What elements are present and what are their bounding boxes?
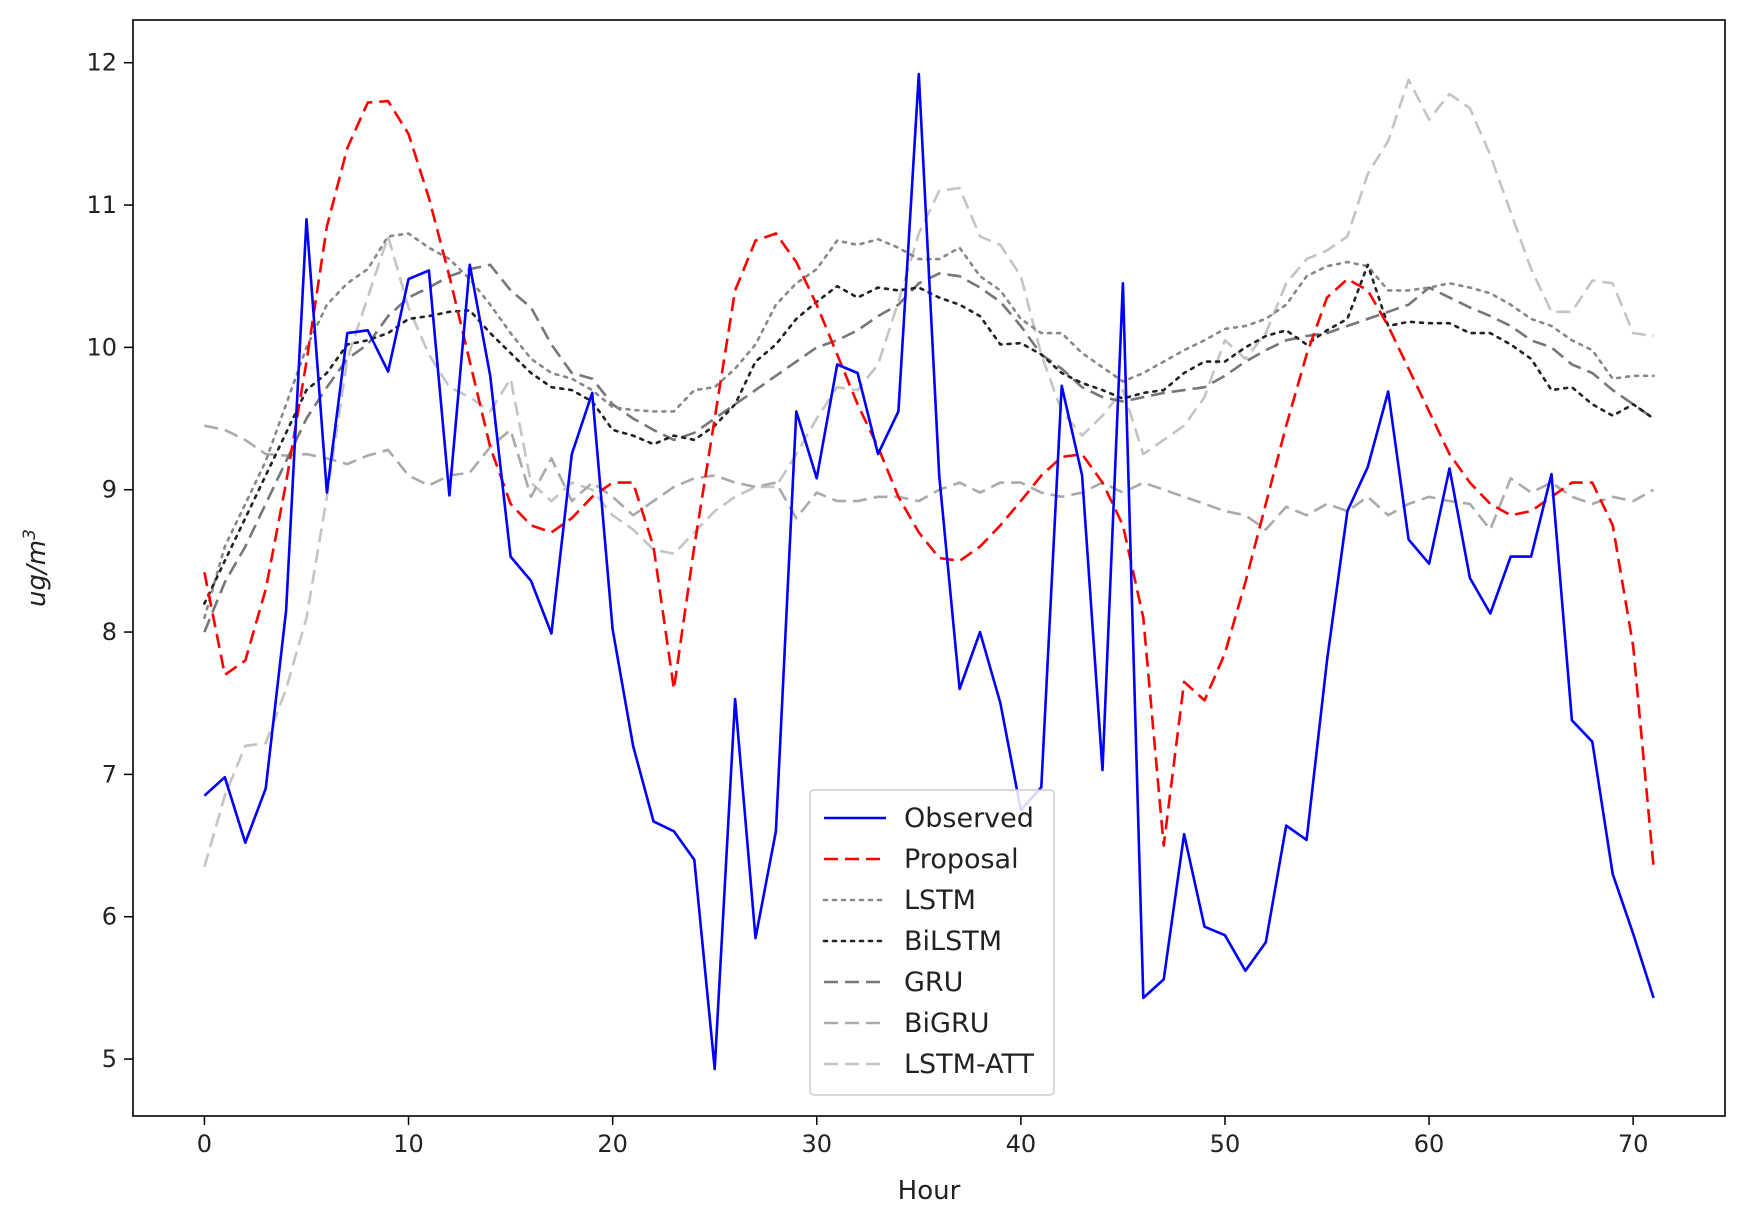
svg-text:ug/m3: ug/m3 — [20, 529, 52, 607]
y-tick-label: 9 — [102, 476, 117, 504]
legend-label: LSTM — [904, 885, 976, 916]
x-tick-label: 30 — [801, 1130, 832, 1158]
y-tick-label: 6 — [102, 903, 117, 931]
x-tick-label: 50 — [1210, 1130, 1241, 1158]
legend-label: LSTM-ATT — [904, 1049, 1035, 1080]
series-line-bigru — [204, 424, 1655, 531]
y-axis-label-group: ug/m3 — [20, 529, 52, 607]
x-axis-label: Hour — [898, 1176, 961, 1206]
y-axis-label: ug/m — [22, 540, 52, 607]
legend-box — [809, 789, 1055, 1096]
x-tick-label: 0 — [197, 1130, 212, 1158]
y-tick-label: 10 — [86, 333, 117, 361]
x-tick-label: 70 — [1618, 1130, 1649, 1158]
y-tick-label: 5 — [102, 1045, 117, 1073]
x-tick-label: 10 — [393, 1130, 424, 1158]
tick-layer — [124, 61, 1634, 1125]
plot-frame — [132, 19, 1726, 1117]
x-tick-label: 40 — [1006, 1130, 1037, 1158]
y-tick-label: 7 — [102, 760, 117, 788]
y-tick-label: 12 — [86, 49, 117, 77]
y-axis-label-superscript: 3 — [20, 529, 40, 540]
x-tick-label: 20 — [597, 1130, 628, 1158]
x-tick-label: 60 — [1414, 1130, 1445, 1158]
legend-label: Proposal — [904, 844, 1019, 875]
legend: Observed Proposal LSTM BiLSTM GRU BiGRU LSTM-A… — [809, 789, 1055, 1096]
series-layer — [203, 72, 1655, 1071]
tick-labels: 0 10 20 30 40 50 60 70 5 6 7 8 9 10 11 12 — [86, 49, 1648, 1158]
legend-label: GRU — [904, 967, 963, 998]
series-line-proposal — [203, 99, 1655, 868]
series-line-lstm-att — [203, 78, 1654, 868]
legend-label: Observed — [904, 803, 1034, 834]
legend-label: BiLSTM — [904, 926, 1002, 957]
y-tick-label: 11 — [86, 191, 117, 219]
legend-label: BiGRU — [904, 1008, 989, 1039]
y-tick-label: 8 — [102, 618, 117, 646]
series-line-observed — [203, 72, 1655, 1071]
